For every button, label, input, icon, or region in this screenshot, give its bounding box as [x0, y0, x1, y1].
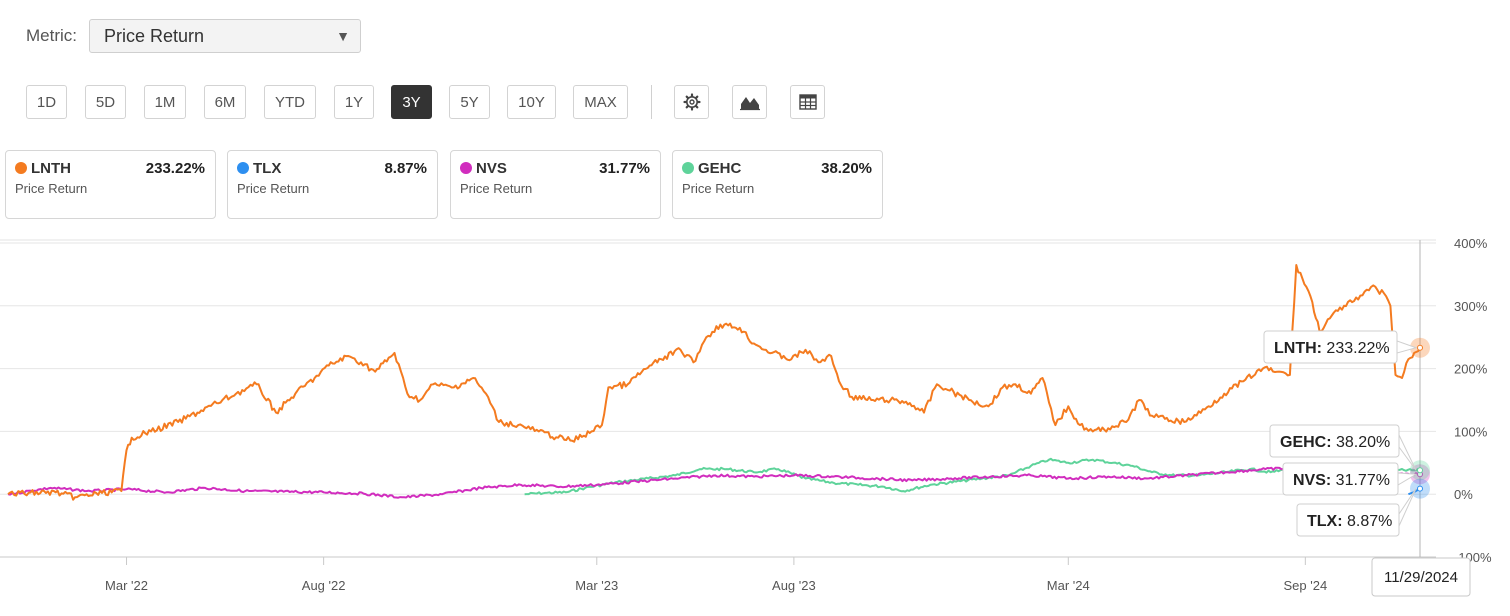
range-button-3y[interactable]: 3Y — [391, 85, 432, 119]
date-badge-text: 11/29/2024 — [1384, 569, 1458, 586]
tooltip-ticker: NVS: — [1293, 472, 1331, 489]
date-badge-box — [1371, 557, 1471, 597]
card-value: 31.77% — [599, 160, 650, 177]
range-button-10y[interactable]: 10Y — [507, 85, 556, 119]
card-ticker: LNTH — [31, 160, 71, 177]
metric-dropdown[interactable]: Price Return ▼ — [89, 19, 361, 53]
dropdown-caret-icon: ▼ — [336, 28, 350, 44]
range-button-max[interactable]: MAX — [573, 85, 628, 119]
legend-card-tlx[interactable]: TLX 8.87% Price Return — [227, 150, 438, 219]
range-button-1d[interactable]: 1D — [26, 85, 67, 119]
card-value: 8.87% — [384, 160, 427, 177]
tooltip-box — [1282, 462, 1399, 496]
legend-card-lnth[interactable]: LNTH 233.22% Price Return — [5, 150, 216, 219]
metric-selector: Metric: Price Return ▼ — [26, 18, 361, 54]
tooltip-value: 38.20% — [1332, 434, 1391, 451]
x-tick-label: Aug '23 — [772, 578, 816, 593]
tooltip-value: 8.87% — [1343, 513, 1393, 530]
legend-card-nvs[interactable]: NVS 31.77% Price Return — [450, 150, 661, 219]
chart-type-icon — [739, 97, 760, 111]
tlx-color-dot — [237, 162, 249, 174]
end-marker-gehc — [1417, 467, 1423, 474]
metric-value: Price Return — [104, 25, 205, 46]
tooltip-value: 233.22% — [1322, 340, 1390, 357]
tooltip-value: 31.77% — [1331, 472, 1390, 489]
card-value: 38.20% — [821, 160, 872, 177]
table-icon — [798, 94, 817, 110]
metric-label: Metric: — [26, 26, 77, 45]
x-tick-label: Sep '24 — [1283, 578, 1327, 593]
y-tick-label: 0% — [1454, 487, 1473, 502]
card-ticker: GEHC — [698, 160, 742, 177]
range-button-5d[interactable]: 5D — [85, 85, 126, 119]
tooltip-text: NVS: 31.77% — [1293, 472, 1390, 489]
gehc-color-dot — [682, 162, 694, 174]
tooltip-text: TLX: 8.87% — [1307, 513, 1392, 530]
tooltip-text: GEHC: 38.20% — [1280, 434, 1390, 451]
y-tick-label: 200% — [1454, 362, 1488, 377]
chart-type-button[interactable] — [732, 85, 767, 119]
card-metric: Price Return — [460, 181, 533, 196]
card-ticker: NVS — [476, 160, 507, 177]
price-return-chart[interactable]: 400%300%200%100%0%-100%Mar '22 Aug '22 Mar… — [0, 230, 1510, 616]
card-metric: Price Return — [15, 181, 88, 196]
tooltip-box — [1263, 330, 1398, 364]
series-line-gehc — [524, 457, 1421, 496]
x-tick-label: Mar '24 — [1047, 578, 1090, 593]
tooltip-pointer — [1398, 434, 1417, 471]
tooltip-tlx: TLX: 8.87% — [1296, 488, 1417, 537]
tooltip-gehc: GEHC: 38.20% — [1269, 424, 1417, 471]
tooltip-box — [1269, 424, 1400, 458]
tooltip-ticker: TLX: — [1307, 513, 1343, 530]
settings-button[interactable] — [674, 85, 709, 119]
y-tick-label: 300% — [1454, 299, 1488, 314]
end-marker-lnth — [1417, 344, 1423, 351]
tooltip-ticker: LNTH: — [1274, 340, 1322, 357]
range-button-ytd[interactable]: YTD — [264, 85, 316, 119]
tooltip-ticker: GEHC: — [1280, 434, 1332, 451]
y-tick-label: 400% — [1454, 236, 1488, 251]
settings-icon — [682, 93, 701, 111]
tooltip-lnth: LNTH: 233.22% — [1263, 330, 1418, 364]
x-tick-label: Aug '22 — [302, 578, 346, 593]
series-line-lnth — [7, 264, 1421, 501]
card-metric: Price Return — [682, 181, 755, 196]
toolbar-separator — [651, 85, 652, 119]
legend-card-gehc[interactable]: GEHC 38.20% Price Return — [672, 150, 883, 219]
card-ticker: TLX — [253, 160, 282, 177]
range-button-6m[interactable]: 6M — [204, 85, 246, 119]
nvs-color-dot — [460, 162, 472, 174]
range-button-1y[interactable]: 1Y — [334, 85, 374, 119]
series-line-nvs — [7, 465, 1421, 499]
tooltip-box — [1296, 503, 1400, 537]
card-value: 233.22% — [145, 160, 205, 177]
range-button-1m[interactable]: 1M — [144, 85, 186, 119]
end-marker-tlx — [1417, 485, 1423, 492]
hover-date-badge: 11/29/2024 — [1371, 557, 1471, 597]
x-tick-label: Mar '23 — [575, 578, 618, 593]
lnth-color-dot — [15, 162, 27, 174]
x-tick-label: Mar '22 — [105, 578, 148, 593]
card-metric: Price Return — [237, 181, 310, 196]
tooltip-text: LNTH: 233.22% — [1274, 340, 1390, 357]
y-tick-label: 100% — [1454, 424, 1488, 439]
tooltip-nvs: NVS: 31.77% — [1282, 462, 1418, 496]
range-button-5y[interactable]: 5Y — [449, 85, 490, 119]
table-view-button[interactable] — [790, 85, 825, 119]
